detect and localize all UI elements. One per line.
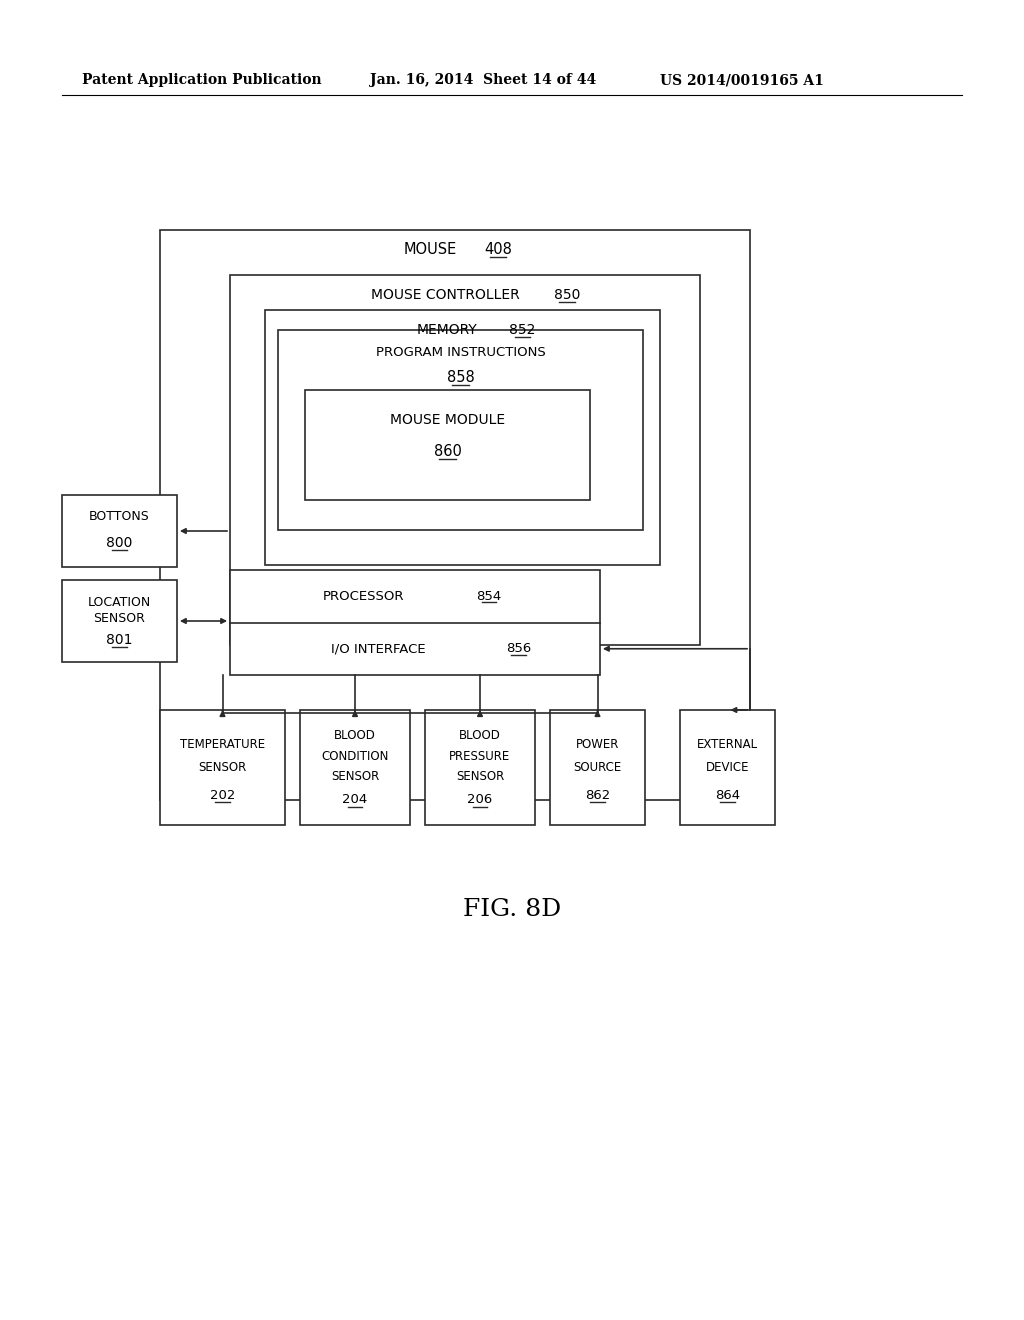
Bar [680, 710, 775, 825]
Text: Jan. 16, 2014  Sheet 14 of 44: Jan. 16, 2014 Sheet 14 of 44 [370, 73, 596, 87]
Bar [278, 330, 643, 531]
Text: SENSOR: SENSOR [456, 770, 504, 783]
Text: DEVICE: DEVICE [706, 762, 750, 774]
Text: POWER: POWER [575, 738, 620, 751]
Text: 800: 800 [106, 536, 133, 550]
Text: 852: 852 [509, 323, 536, 337]
Text: PRESSURE: PRESSURE [450, 750, 511, 763]
Bar [62, 579, 177, 663]
Text: PROGRAM INSTRUCTIONS: PROGRAM INSTRUCTIONS [376, 346, 546, 359]
Bar [305, 389, 590, 500]
Text: 204: 204 [342, 793, 368, 807]
Bar [265, 310, 660, 565]
Bar [160, 230, 750, 800]
Text: Patent Application Publication: Patent Application Publication [82, 73, 322, 87]
Text: 860: 860 [433, 445, 462, 459]
Bar [425, 710, 535, 825]
Text: 801: 801 [106, 634, 133, 647]
Text: SENSOR: SENSOR [331, 770, 379, 783]
Bar [230, 570, 600, 675]
Text: SOURCE: SOURCE [573, 762, 622, 774]
Text: 850: 850 [554, 288, 581, 302]
Text: 206: 206 [467, 793, 493, 807]
Text: FIG. 8D: FIG. 8D [463, 899, 561, 921]
Text: 858: 858 [446, 371, 474, 385]
Bar [230, 275, 700, 645]
Text: MOUSE CONTROLLER: MOUSE CONTROLLER [371, 288, 519, 302]
Text: PROCESSOR: PROCESSOR [323, 590, 403, 603]
Bar [300, 710, 410, 825]
Text: 408: 408 [484, 243, 512, 257]
Text: TEMPERATURE: TEMPERATURE [180, 738, 265, 751]
Bar [550, 710, 645, 825]
Text: CONDITION: CONDITION [322, 750, 389, 763]
Bar [160, 710, 285, 825]
Text: SENSOR: SENSOR [199, 762, 247, 774]
Text: BLOOD: BLOOD [334, 729, 376, 742]
Text: MOUSE: MOUSE [403, 243, 457, 257]
Text: LOCATION: LOCATION [88, 595, 152, 609]
Text: MEMORY: MEMORY [417, 323, 478, 337]
Text: I/O INTERFACE: I/O INTERFACE [331, 643, 425, 655]
Text: 854: 854 [476, 590, 502, 603]
Text: 202: 202 [210, 788, 236, 801]
Text: SENSOR: SENSOR [93, 611, 145, 624]
Text: BOTTONS: BOTTONS [89, 511, 150, 524]
Text: 856: 856 [506, 643, 531, 655]
Text: 862: 862 [585, 788, 610, 801]
Bar [62, 495, 177, 568]
Text: BLOOD: BLOOD [459, 729, 501, 742]
Text: EXTERNAL: EXTERNAL [697, 738, 758, 751]
Text: US 2014/0019165 A1: US 2014/0019165 A1 [660, 73, 824, 87]
Text: 864: 864 [715, 788, 740, 801]
Text: MOUSE MODULE: MOUSE MODULE [390, 413, 505, 426]
